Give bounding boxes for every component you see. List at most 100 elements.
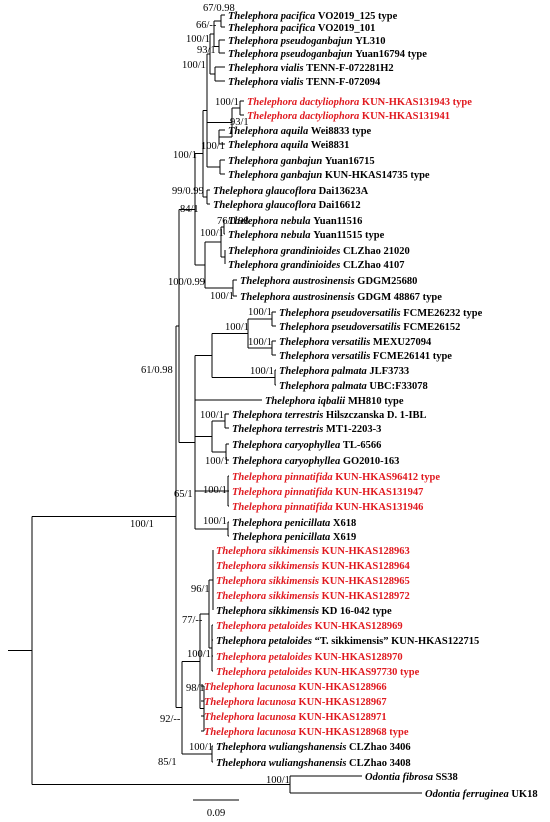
tip-voucher: X619 <box>333 532 356 543</box>
support-value: 100/1 <box>225 322 249 333</box>
support-value: 100/1 <box>200 410 224 421</box>
tip-taxon-name: Thelephora pacifica <box>228 23 318 34</box>
support-value: 85/1 <box>158 757 177 768</box>
tip-voucher: KUN-HKAS128971 <box>299 712 387 723</box>
support-values: 67/0.98100/166/--100/193/1100/1100/193/1… <box>130 3 290 786</box>
tip-taxon-name: Odontia fibrosa <box>365 772 436 783</box>
tip-voucher: YL310 <box>355 36 385 47</box>
tip-label: Thelephora nebula Yuan11515 type <box>228 230 385 241</box>
tip-voucher: Yuan16715 <box>325 156 375 167</box>
tip-voucher: X618 <box>333 518 356 529</box>
tip-taxon-name: Thelephora lacunosa <box>204 712 299 723</box>
tip-voucher: Wei8833 type <box>311 126 372 137</box>
tip-taxon-name: Thelephora lacunosa <box>204 697 299 708</box>
tip-voucher: KUN-HKAS128965 <box>322 576 410 587</box>
tip-voucher: MT1-2203-3 <box>326 424 381 435</box>
scale-bar: 0.09 <box>193 799 239 819</box>
tip-voucher: KUN-HKAS128964 <box>322 561 411 572</box>
support-value: 100/1 <box>248 337 272 348</box>
tip-taxon-name: Thelephora lacunosa <box>204 682 299 693</box>
support-value: 92/-- <box>160 714 181 725</box>
tip-taxon-name: Thelephora sikkimensis <box>216 546 322 557</box>
tip-label: Thelephora wuliangshanensis CLZhao 3408 <box>216 758 411 769</box>
tip-label: Thelephora glaucoflora Dai16612 <box>213 200 361 211</box>
tip-voucher: KUN-HKAS128972 <box>322 591 410 602</box>
tip-labels: Thelephora pacifica VO2019_125 typeThele… <box>204 11 538 800</box>
support-value: 100/1 <box>200 228 224 239</box>
tip-voucher: GDGM 48867 type <box>357 292 442 303</box>
tip-label: Thelephora pseudoganbajun Yuan16794 type <box>228 49 427 60</box>
support-value: 100/1 <box>203 516 227 527</box>
tip-taxon-name: Thelephora pinnatifida <box>232 502 335 513</box>
support-value: 100/1 <box>201 141 225 152</box>
tip-taxon-name: Thelephora sikkimensis <box>216 576 322 587</box>
tip-label: Thelephora wuliangshanensis CLZhao 3406 <box>216 742 411 753</box>
tip-voucher: TENN-F-072094 <box>306 77 381 88</box>
tip-voucher: Yuan16794 type <box>355 49 427 60</box>
support-value: 77/-- <box>182 615 203 626</box>
tip-label: Thelephora lacunosa KUN-HKAS128971 <box>204 712 387 723</box>
tip-taxon-name: Thelephora wuliangshanensis <box>216 742 349 753</box>
tip-label: Thelephora dactyliophora KUN-HKAS131941 <box>247 111 450 122</box>
tip-label: Thelephora versatilis MEXU27094 <box>279 337 432 348</box>
tip-voucher: Yuan11515 type <box>313 230 384 241</box>
support-value: 98/1 <box>186 683 205 694</box>
tip-voucher: CLZhao 3408 <box>349 758 411 769</box>
tip-voucher: CLZhao 3406 <box>349 742 411 753</box>
tip-label: Thelephora pinnatifida KUN-HKAS131946 <box>232 502 423 513</box>
tip-label: Thelephora petaloides KUN-HKAS128969 <box>216 621 403 632</box>
tip-voucher: JLF3733 <box>369 366 409 377</box>
tip-voucher: KUN-HKAS131943 type <box>362 97 472 108</box>
tip-label: Thelephora sikkimensis KUN-HKAS128964 <box>216 561 410 572</box>
tip-voucher: Yuan11516 <box>313 216 362 227</box>
tip-label: Thelephora austrosinensis GDGM 48867 typ… <box>240 292 442 303</box>
tip-voucher: Dai16612 <box>319 200 361 211</box>
tip-label: Thelephora caryophyllea GO2010-163 <box>232 456 399 467</box>
support-value: 93/1 <box>230 117 249 128</box>
support-value: 96/1 <box>191 584 210 595</box>
tip-label: Thelephora terrestris MT1-2203-3 <box>232 424 381 435</box>
tip-taxon-name: Thelephora grandinioides <box>228 246 343 257</box>
tip-taxon-name: Thelephora pinnatifida <box>232 472 335 483</box>
tip-taxon-name: Thelephora petaloides <box>216 667 315 678</box>
tip-taxon-name: Thelephora pacifica <box>228 11 318 22</box>
tip-label: Thelephora vialis TENN-F-072094 <box>228 77 381 88</box>
tip-voucher: KUN-HKAS14735 type <box>325 170 430 181</box>
tip-voucher: TL-6566 <box>343 440 382 451</box>
tip-voucher: Dai13623A <box>319 186 369 197</box>
tip-taxon-name: Thelephora sikkimensis <box>216 591 322 602</box>
tip-label: Thelephora caryophyllea TL-6566 <box>232 440 381 451</box>
support-value: 66/-- <box>196 20 217 31</box>
tip-label: Thelephora aquila Wei8831 <box>228 140 349 151</box>
tip-label: Odontia ferruginea UK18 <box>425 789 538 800</box>
tip-taxon-name: Thelephora nebula <box>228 230 313 241</box>
tip-label: Thelephora grandinioides CLZhao 4107 <box>228 260 405 271</box>
tip-taxon-name: Thelephora pseudoversatilis <box>279 322 403 333</box>
tip-voucher: GDGM25680 <box>357 276 417 287</box>
tip-taxon-name: Thelephora dactyliophora <box>247 111 362 122</box>
tip-voucher: CLZhao 21020 <box>343 246 410 257</box>
tip-taxon-name: Thelephora austrosinensis <box>240 292 357 303</box>
tip-taxon-name: Thelephora aquila <box>228 140 311 151</box>
tip-voucher: KUN-HKAS131941 <box>362 111 450 122</box>
support-value: 100/1 <box>182 60 206 71</box>
tip-taxon-name: Thelephora penicillata <box>232 532 333 543</box>
tip-label: Thelephora palmata UBC:F33078 <box>279 381 428 392</box>
tip-taxon-name: Thelephora penicillata <box>232 518 333 529</box>
scale-bar-label: 0.09 <box>207 808 225 819</box>
tip-taxon-name: Thelephora petaloides <box>216 652 315 663</box>
tip-label: Thelephora aquila Wei8833 type <box>228 126 372 137</box>
tip-taxon-name: Thelephora palmata <box>279 381 369 392</box>
tip-taxon-name: Thelephora glaucoflora <box>213 186 319 197</box>
tip-label: Thelephora sikkimensis KUN-HKAS128963 <box>216 546 410 557</box>
tip-voucher: KUN-HKAS128970 <box>315 652 403 663</box>
tip-voucher: Hilszczanska D. 1-IBL <box>326 410 427 421</box>
tip-label: Thelephora dactyliophora KUN-HKAS131943 … <box>247 97 472 108</box>
tip-label: Thelephora terrestris Hilszczanska D. 1-… <box>232 410 427 421</box>
tip-label: Thelephora nebula Yuan11516 <box>228 216 362 227</box>
tip-voucher: KUN-HKAS128966 <box>299 682 387 693</box>
tip-label: Thelephora petaloides KUN-HKAS128970 <box>216 652 403 663</box>
tip-voucher: “T. sikkimensis” KUN-HKAS122715 <box>315 636 480 647</box>
tip-taxon-name: Thelephora iqbalii <box>265 396 348 407</box>
tip-label: Thelephora ganbajun Yuan16715 <box>228 156 375 167</box>
